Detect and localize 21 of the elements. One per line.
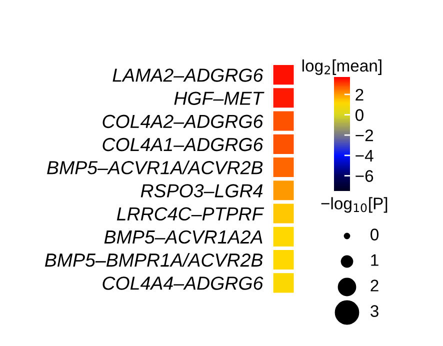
text: 3 (370, 305, 378, 317)
color-bar-label: −6 (356, 170, 374, 182)
color-bar-label: 2 (356, 88, 364, 100)
color-bar-label: 0 (355, 109, 364, 121)
color-bar-title: log$_{2}$[mean] (302, 59, 382, 75)
color-bar-label: −4 (356, 150, 374, 162)
text: 1 (371, 254, 378, 266)
text: 0 (370, 228, 379, 240)
text: 2 (370, 280, 378, 292)
y-tick-label: HGF–MET (174, 92, 264, 105)
y-tick-label: BMP5–ACVR1A2A (104, 230, 262, 244)
y-tick-label: BMP5–BMPR1A/ACVR2B (44, 252, 263, 267)
y-tick-label: COL4A1–ADGRG6 (102, 138, 264, 152)
y-tick-label: RSPO3–LGR4 (140, 184, 263, 198)
color-bar-label: −2 (356, 129, 373, 142)
y-tick-label: BMP5–ACVR1A/ACVR2B (47, 160, 263, 174)
text: −log$_{10}$[P] (321, 197, 388, 213)
y-tick-label: COL4A2–ADGRG6 (102, 114, 264, 128)
y-tick-label: COL4A4–ADGRG6 (102, 276, 264, 290)
y-tick-label: LRRC4C–PTPRF (116, 207, 264, 221)
y-tick-label: LAMA2–ADGRG6 (112, 68, 264, 82)
